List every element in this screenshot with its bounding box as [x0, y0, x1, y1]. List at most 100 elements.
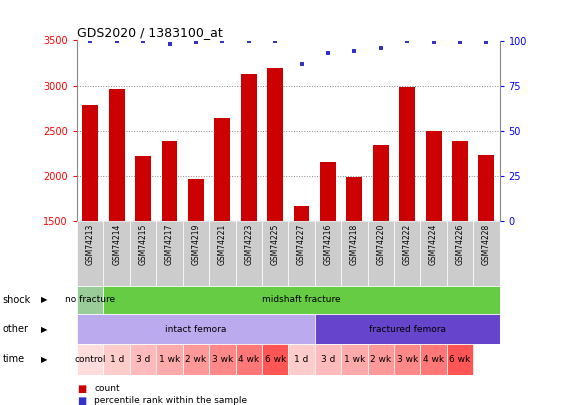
Point [165, 41, 174, 47]
Text: no fracture: no fracture [65, 295, 115, 304]
Bar [315, 314, 500, 344]
Bar [130, 344, 156, 375]
Text: 3 wk: 3 wk [212, 355, 233, 364]
Text: 1 wk: 1 wk [159, 355, 180, 364]
Bar [447, 344, 473, 375]
Bar [293, 206, 309, 221]
Point [456, 39, 465, 45]
Text: 6 wk: 6 wk [264, 355, 286, 364]
Point [271, 37, 280, 44]
Text: ■: ■ [77, 396, 86, 405]
Point [139, 37, 148, 44]
Text: ▶: ▶ [41, 295, 47, 304]
Text: GSM74227: GSM74227 [297, 224, 306, 265]
Bar [135, 156, 151, 221]
Bar [267, 68, 283, 221]
Bar [399, 87, 415, 221]
Text: midshaft fracture: midshaft fracture [262, 295, 341, 304]
Text: ■: ■ [77, 384, 86, 394]
Bar [209, 221, 235, 286]
Point [403, 37, 412, 44]
Point [218, 37, 227, 44]
Text: 3 wk: 3 wk [397, 355, 418, 364]
Bar [288, 344, 315, 375]
Bar [420, 221, 447, 286]
Bar [262, 344, 288, 375]
Point [323, 50, 332, 56]
Text: GSM74215: GSM74215 [139, 224, 148, 265]
Text: GSM74219: GSM74219 [191, 224, 200, 265]
Text: 4 wk: 4 wk [423, 355, 444, 364]
Text: GSM74224: GSM74224 [429, 224, 438, 265]
Text: ▶: ▶ [41, 355, 47, 364]
Bar [368, 221, 394, 286]
Bar [394, 221, 420, 286]
Bar [156, 221, 183, 286]
Bar [108, 89, 124, 221]
Text: 4 wk: 4 wk [238, 355, 259, 364]
Text: GSM74220: GSM74220 [376, 224, 385, 265]
Text: 1 d: 1 d [295, 355, 309, 364]
Bar [130, 221, 156, 286]
Bar [452, 141, 468, 221]
Bar [478, 155, 494, 221]
Point [244, 37, 254, 44]
Bar [341, 344, 368, 375]
Bar [315, 344, 341, 375]
Bar [188, 179, 204, 221]
Text: fractured femora: fractured femora [369, 324, 446, 334]
Bar [288, 221, 315, 286]
Bar [394, 344, 420, 375]
Text: GSM74221: GSM74221 [218, 224, 227, 265]
Bar [77, 314, 315, 344]
Text: GSM74223: GSM74223 [244, 224, 254, 265]
Point [86, 37, 95, 44]
Bar [103, 221, 130, 286]
Text: GSM74216: GSM74216 [323, 224, 332, 265]
Text: ▶: ▶ [41, 324, 47, 334]
Point [482, 39, 491, 45]
Bar [215, 118, 230, 221]
Bar [183, 344, 209, 375]
Text: GSM74214: GSM74214 [112, 224, 121, 265]
Point [429, 39, 438, 45]
Point [191, 39, 200, 45]
Bar [320, 162, 336, 221]
Bar [447, 221, 473, 286]
Text: GSM74213: GSM74213 [86, 224, 95, 265]
Bar [315, 221, 341, 286]
Text: other: other [3, 324, 29, 334]
Text: 2 wk: 2 wk [370, 355, 391, 364]
Text: 6 wk: 6 wk [449, 355, 471, 364]
Bar [77, 286, 103, 314]
Text: GDS2020 / 1383100_at: GDS2020 / 1383100_at [77, 26, 223, 39]
Bar [156, 344, 183, 375]
Bar [162, 141, 178, 221]
Bar [82, 105, 98, 221]
Text: intact femora: intact femora [165, 324, 227, 334]
Text: GSM74217: GSM74217 [165, 224, 174, 265]
Bar [77, 221, 103, 286]
Bar [235, 344, 262, 375]
Point [112, 37, 121, 44]
Text: 2 wk: 2 wk [186, 355, 207, 364]
Text: GSM74218: GSM74218 [350, 224, 359, 265]
Text: count: count [94, 384, 120, 393]
Text: control: control [75, 355, 106, 364]
Bar [368, 344, 394, 375]
Bar [341, 221, 368, 286]
Bar [209, 344, 235, 375]
Bar [103, 344, 130, 375]
Text: 1 d: 1 d [110, 355, 124, 364]
Text: percentile rank within the sample: percentile rank within the sample [94, 396, 247, 405]
Point [376, 45, 385, 51]
Bar [77, 344, 103, 375]
Bar [235, 221, 262, 286]
Bar [347, 177, 362, 221]
Point [297, 61, 306, 67]
Text: GSM74228: GSM74228 [482, 224, 491, 265]
Text: GSM74222: GSM74222 [403, 224, 412, 265]
Bar [183, 221, 209, 286]
Point [350, 48, 359, 55]
Text: 1 wk: 1 wk [344, 355, 365, 364]
